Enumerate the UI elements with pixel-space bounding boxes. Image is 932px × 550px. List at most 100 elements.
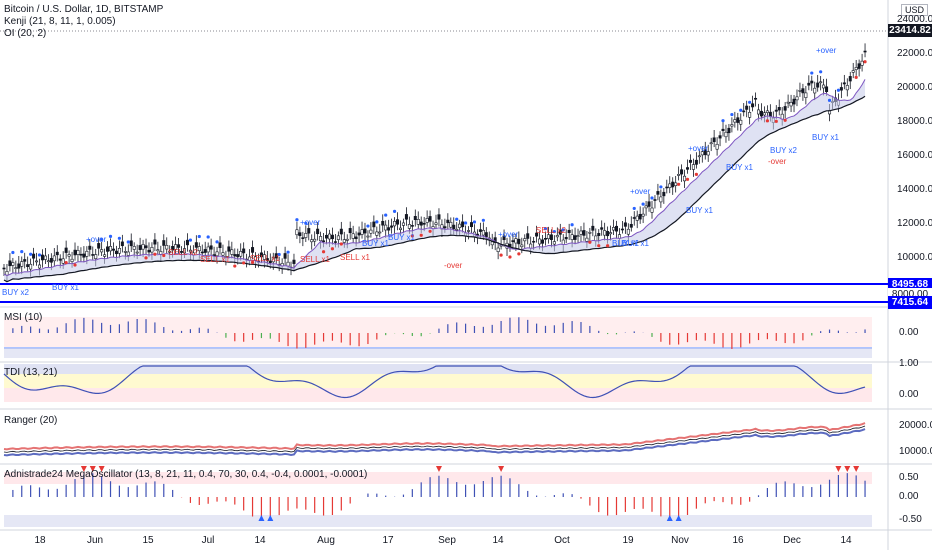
candle-body (366, 235, 370, 238)
candle-body (783, 106, 787, 111)
candle-body (129, 240, 133, 247)
red-signal-dot (508, 255, 512, 259)
candle-body (496, 247, 500, 252)
candle-body (552, 241, 556, 245)
candle-body (29, 263, 33, 270)
candle-body (470, 222, 474, 228)
tdi-mid-zone (4, 374, 872, 388)
candle-body (304, 232, 308, 238)
candle-body (212, 254, 216, 256)
red-signal-dot (694, 172, 698, 176)
signal-annotation: BUY x1 (612, 239, 640, 248)
candle-body (523, 238, 527, 242)
candle-body (82, 253, 86, 258)
signal-annotation: BUY x1 (812, 133, 840, 142)
candle-body (549, 234, 553, 240)
candle-body (860, 60, 864, 66)
candle-body (319, 236, 323, 242)
red-signal-dot (783, 118, 787, 122)
candle-body (739, 119, 743, 125)
blue-signal-dot (641, 202, 645, 206)
candle-body (484, 232, 488, 238)
candle-body (360, 229, 364, 235)
candle-body (579, 230, 583, 235)
candle-body (819, 81, 823, 84)
candle-body (363, 228, 367, 234)
msi-pane-label[interactable]: MSI (10) (4, 312, 43, 323)
candle-body (298, 232, 302, 237)
candle-body (413, 216, 417, 221)
ranger-lower (3, 428, 866, 457)
kenji-indicator-label[interactable]: Kenji (21, 8, 11, 1, 0.005) (4, 16, 116, 27)
candle-body (17, 263, 21, 269)
candle-body (8, 260, 12, 267)
candle-body (114, 250, 118, 255)
candle-body (97, 243, 101, 249)
blue-signal-dot (836, 88, 841, 92)
candle-body (203, 249, 207, 253)
candle-body (748, 112, 752, 118)
time-axis-label: Oct (554, 535, 570, 546)
price-axis-label: 22000.00 (897, 48, 932, 59)
candle-body (816, 82, 820, 88)
candle-body (301, 237, 305, 239)
candle-body (348, 228, 352, 234)
candle-body (159, 251, 163, 255)
candle-body (541, 239, 545, 244)
ranger-pane-label[interactable]: Ranger (20) (4, 415, 58, 426)
price-axis-label: 20000.00 (897, 82, 932, 93)
red-signal-dot (606, 244, 610, 248)
candle-body (641, 213, 645, 217)
ma-band (4, 79, 866, 282)
pane-axis-label: 10000.00 (899, 446, 932, 457)
mega-sell-marker (435, 466, 442, 472)
candle-body (174, 244, 178, 250)
blue-signal-dot (819, 70, 823, 74)
candle-body (162, 240, 166, 246)
candle-body (398, 227, 402, 230)
candle-body (425, 218, 429, 223)
candle-body (55, 251, 59, 256)
candle-body (322, 240, 326, 243)
mega-pane-label[interactable]: Adnistrade24 MegaOscillator (13, 8, 21, … (4, 469, 368, 480)
mega-sell-marker (98, 466, 105, 472)
blue-signal-dot (827, 98, 832, 102)
level-price-tag-1: 8495.68 (888, 278, 932, 291)
time-axis-label: Sep (438, 535, 456, 546)
candle-body (76, 250, 80, 255)
candle-body (339, 228, 343, 235)
tdi-pane-label[interactable]: TDI (13, 21) (4, 367, 58, 378)
mega-sell-marker (844, 466, 851, 472)
candle-body (111, 248, 115, 251)
candle-body (268, 260, 272, 263)
candle-body (141, 244, 145, 250)
candle-body (825, 86, 829, 93)
candle-body (688, 159, 692, 163)
pane-axis-label: 20000.00 (899, 420, 932, 431)
time-axis-label: 14 (840, 535, 852, 546)
candle-body (757, 109, 761, 115)
candle-body (851, 70, 855, 73)
msi-upper-zone (4, 317, 872, 347)
blue-signal-dot (304, 221, 308, 225)
candle-body (591, 225, 595, 231)
candle-body (410, 225, 414, 227)
blue-signal-dot (561, 228, 565, 232)
blue-signal-dot (117, 236, 121, 240)
candle-body (546, 234, 550, 240)
red-signal-dot (685, 177, 690, 181)
candle-body (511, 240, 515, 243)
candle-body (452, 224, 456, 230)
slow-ma-line (3, 95, 866, 283)
candle-body (428, 216, 432, 222)
candle-body (416, 219, 420, 225)
signal-annotation: BUY x2 (770, 146, 798, 155)
candle-body (712, 137, 716, 143)
candle-body (171, 246, 175, 251)
oi-indicator-label[interactable]: OI (20, 2) (4, 28, 47, 39)
currency-badge[interactable]: USD (900, 4, 928, 16)
mega-buy-marker (258, 515, 265, 521)
candle-body (330, 234, 334, 240)
candle-body (310, 239, 314, 243)
